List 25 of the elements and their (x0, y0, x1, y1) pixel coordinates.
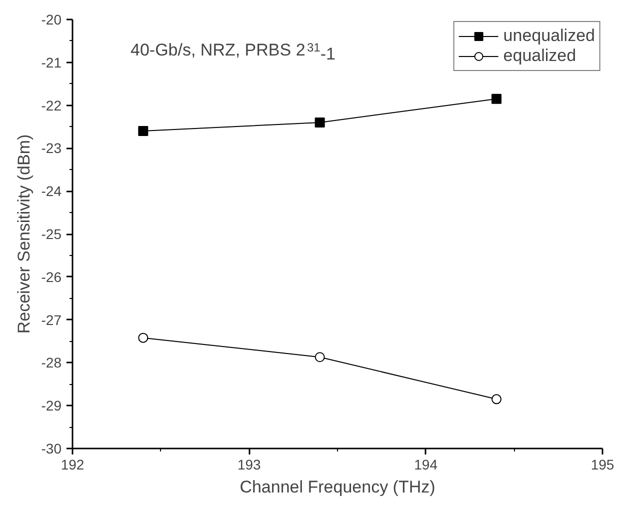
y-tick-label: -27 (41, 312, 62, 328)
x-axis-title: Channel Frequency (THz) (240, 478, 436, 496)
y-tick-label: -25 (41, 226, 62, 242)
point (492, 94, 502, 104)
point (138, 126, 148, 136)
y-tick-label: -26 (41, 268, 62, 285)
x-tick-label: 195 (590, 456, 614, 472)
y-tick-label: -20 (41, 12, 62, 28)
y-tick-label: -22 (41, 97, 62, 114)
y-tick-label: -30 (41, 440, 62, 456)
point (492, 394, 502, 404)
y-tick-label: -28 (41, 354, 62, 371)
y-tick-label: -24 (41, 183, 62, 200)
point (314, 352, 325, 362)
y-axis-title: Receiver Sensitivity (dBm) (14, 134, 34, 334)
legend-label: equalized (503, 46, 576, 66)
point (314, 117, 325, 128)
x-tick-label: 194 (414, 456, 438, 472)
legend-label: unequalized (503, 26, 595, 46)
x-tick-label: 193 (237, 456, 262, 472)
point (138, 332, 148, 343)
y-tick-label: -23 (41, 140, 62, 156)
x-tick-label: 192 (60, 456, 84, 472)
y-tick-label: -29 (41, 398, 62, 414)
y-tick-label: -21 (41, 54, 62, 70)
